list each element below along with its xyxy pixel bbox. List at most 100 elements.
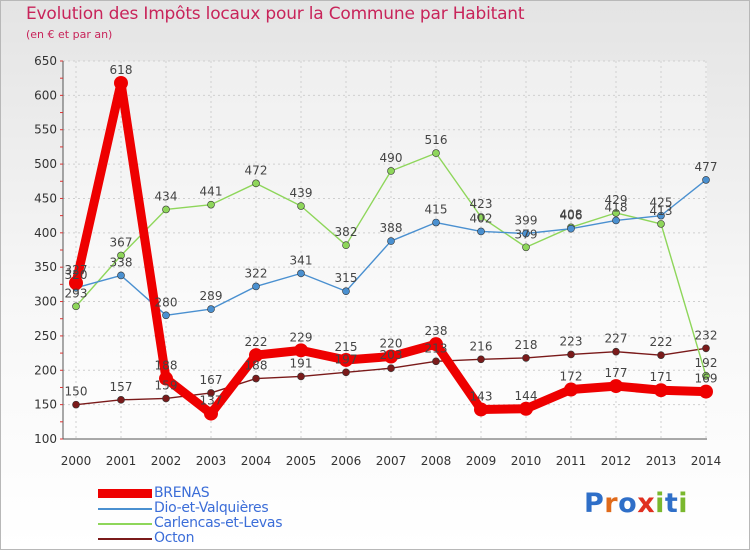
data-point <box>117 251 125 260</box>
y-tick-label: 600 <box>34 88 57 102</box>
data-point <box>612 216 620 225</box>
data-label: 227 <box>605 332 628 346</box>
legend-item-carlencas: Carlencas-et-Levas <box>98 516 358 531</box>
data-point <box>297 372 305 381</box>
data-label: 232 <box>695 328 718 342</box>
data-point <box>522 229 530 238</box>
data-label: 490 <box>380 151 403 165</box>
y-tick-label: 250 <box>34 329 57 343</box>
data-label: 280 <box>155 295 178 309</box>
data-point <box>294 343 308 358</box>
data-point <box>612 209 620 217</box>
data-point <box>477 227 485 236</box>
data-label: 618 <box>110 63 133 77</box>
data-label: 399 <box>515 214 538 228</box>
legend-swatch-octon <box>98 538 152 540</box>
data-label: 203 <box>380 348 403 362</box>
x-tick-label: 2004 <box>241 454 272 468</box>
data-label: 220 <box>380 337 403 351</box>
y-tick-label: 100 <box>34 432 57 446</box>
data-label: 320 <box>65 268 88 282</box>
data-label: 477 <box>695 160 718 174</box>
data-point <box>702 344 710 353</box>
x-tick-label: 2006 <box>331 454 362 468</box>
data-point <box>297 269 305 278</box>
data-point <box>477 213 485 221</box>
data-point <box>477 355 485 364</box>
logo-letter: i <box>678 488 689 519</box>
data-point <box>117 271 125 280</box>
x-tick-label: 2013 <box>646 454 677 468</box>
data-point <box>699 384 713 399</box>
data-label: 293 <box>65 286 88 300</box>
data-point <box>522 243 530 252</box>
y-tick-label: 150 <box>34 398 57 412</box>
data-label: 439 <box>290 186 313 200</box>
data-label: 327 <box>65 263 88 277</box>
data-point <box>657 220 665 228</box>
data-label: 197 <box>335 352 358 366</box>
data-point <box>297 202 305 210</box>
x-tick-label: 2003 <box>196 454 227 468</box>
logo-letter: P <box>584 488 605 519</box>
data-point <box>432 357 440 366</box>
data-point <box>387 364 395 373</box>
x-tick-label: 2002 <box>151 454 182 468</box>
data-point <box>339 352 353 367</box>
chart-title: Evolution des Impôts locaux pour la Comm… <box>26 4 525 24</box>
data-label: 516 <box>425 133 448 147</box>
data-label: 379 <box>515 227 538 241</box>
data-point <box>207 389 215 397</box>
y-tick-label: 500 <box>34 157 57 171</box>
data-label: 315 <box>335 271 358 285</box>
x-tick-label: 2011 <box>556 454 587 468</box>
data-label: 322 <box>245 266 268 280</box>
data-label: 177 <box>605 366 628 380</box>
data-label: 216 <box>470 339 493 353</box>
data-label: 406 <box>560 209 583 223</box>
data-point <box>204 406 218 421</box>
data-label: 229 <box>290 330 313 344</box>
data-point <box>564 382 578 397</box>
data-label: 171 <box>650 370 673 384</box>
data-point <box>474 402 488 417</box>
y-tick-label: 300 <box>34 295 57 309</box>
data-label: 402 <box>470 211 493 225</box>
data-point <box>252 374 260 383</box>
chart-subtitle: (en € et par an) <box>26 28 113 41</box>
data-label: 382 <box>335 225 358 239</box>
data-label: 143 <box>470 389 493 403</box>
data-point <box>249 348 263 363</box>
data-label-layer: 150 157 159 167 188 191 197 203 213 216 218 223 227 2… <box>65 63 718 408</box>
data-label: 388 <box>380 221 403 235</box>
legend-swatch-carlencas <box>98 523 152 525</box>
data-point <box>567 224 575 233</box>
data-label: 188 <box>155 359 178 373</box>
data-point <box>702 176 710 184</box>
legend-swatch-brenas <box>98 489 152 498</box>
x-tick-label: 2001 <box>106 454 137 468</box>
data-point <box>609 379 623 394</box>
data-label: 418 <box>605 200 628 214</box>
data-label: 188 <box>245 359 268 373</box>
data-point <box>207 305 215 313</box>
data-label: 289 <box>200 289 223 303</box>
data-point <box>114 75 128 90</box>
data-label: 441 <box>200 185 223 199</box>
data-point <box>342 368 350 377</box>
legend: BRENAS Dio-et-Valquières Carlencas-et-Le… <box>98 486 358 546</box>
y-tick-label: 450 <box>34 191 57 205</box>
data-label: 157 <box>110 380 133 394</box>
data-point <box>519 401 533 416</box>
x-tick-label: 2009 <box>466 454 497 468</box>
data-point <box>522 354 530 362</box>
y-tick-label: 550 <box>34 123 57 137</box>
y-tick-label: 650 <box>34 54 57 68</box>
data-label: 137 <box>200 394 223 408</box>
data-point <box>567 350 575 359</box>
data-point <box>162 311 170 320</box>
data-label: 434 <box>155 189 178 203</box>
data-label: 192 <box>695 356 718 370</box>
data-label: 150 <box>65 385 88 399</box>
